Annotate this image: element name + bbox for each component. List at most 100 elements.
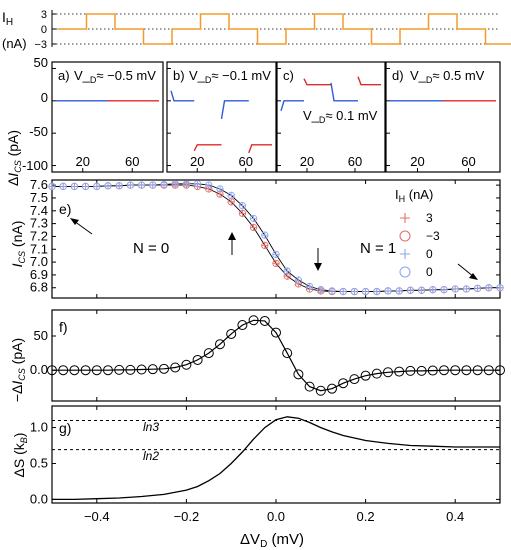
data-point-plus bbox=[250, 224, 257, 231]
data-point-plus bbox=[384, 287, 392, 295]
data-point bbox=[114, 364, 125, 375]
inset-ytick-label: 0 bbox=[41, 90, 48, 105]
data-point-plus bbox=[48, 183, 56, 190]
inset-vd-label-part: D bbox=[426, 75, 433, 85]
inset-vd-label-part: ≈ −0.1 mV bbox=[211, 68, 271, 83]
ytick-label: 7.6 bbox=[30, 177, 48, 192]
data-point bbox=[47, 365, 57, 376]
data-point bbox=[136, 364, 147, 375]
ytick-label: 7.2 bbox=[30, 228, 48, 243]
data-point bbox=[147, 364, 158, 375]
heater-waveform bbox=[58, 13, 511, 45]
state-label-n1: N = 1 bbox=[360, 240, 396, 257]
xtick-label: −0.4 bbox=[84, 509, 110, 524]
panel-e-label: e) bbox=[59, 201, 71, 217]
data-point-plus bbox=[272, 251, 280, 258]
data-point-plus bbox=[485, 284, 492, 291]
heater-ylabel: IH bbox=[2, 9, 13, 28]
data-point bbox=[80, 365, 91, 376]
inset-frame bbox=[51, 61, 164, 173]
data-point-plus bbox=[205, 181, 212, 189]
data-point bbox=[315, 385, 326, 396]
data-point-plus bbox=[82, 183, 89, 190]
data-point bbox=[203, 348, 214, 359]
data-point-plus bbox=[261, 231, 268, 239]
inset-vd-label-part: ≈ −0.5 mV bbox=[96, 68, 156, 83]
data-point-plus bbox=[362, 288, 369, 295]
panel-g-ylabel: ΔS (kB) bbox=[11, 433, 29, 478]
data-point-plus bbox=[183, 180, 190, 188]
data-point bbox=[237, 320, 248, 331]
data-point-plus bbox=[272, 260, 280, 267]
data-point-plus bbox=[194, 180, 201, 188]
data-point bbox=[394, 366, 405, 377]
data-point bbox=[338, 378, 349, 389]
inset-vd-label-part: D bbox=[90, 75, 97, 85]
panel-g-label: g) bbox=[59, 420, 71, 436]
ln3-label: ln3 bbox=[143, 420, 159, 434]
xtick-label: 0.4 bbox=[446, 509, 464, 524]
data-point bbox=[304, 381, 315, 392]
data-point-plus bbox=[127, 181, 134, 189]
data-point bbox=[349, 374, 360, 385]
legend-marker-circle bbox=[399, 230, 411, 242]
legend-label: 0 bbox=[426, 265, 433, 279]
data-point bbox=[405, 365, 416, 376]
inset-xtick-label: 20 bbox=[300, 154, 314, 169]
panel-e: ICS (nA) 7.67.57.47.37.27.17.06.96.8 e) … bbox=[9, 177, 504, 299]
ytick-label: 6.8 bbox=[30, 280, 48, 295]
x-axis-label: ΔVD (mV) bbox=[240, 531, 304, 550]
inset-frame bbox=[385, 61, 501, 173]
xtick-label: 0.0 bbox=[267, 509, 285, 524]
data-point-plus bbox=[71, 183, 78, 190]
data-point bbox=[103, 365, 113, 376]
legend-label: 3 bbox=[426, 211, 433, 225]
inset-panel-label: b) bbox=[173, 68, 185, 83]
inset-vd-label-part: D bbox=[205, 75, 212, 85]
inset-xtick-label: 60 bbox=[461, 154, 475, 169]
inset-vd-label: V_D≈ 0.5 mV bbox=[410, 68, 485, 85]
data-point bbox=[181, 359, 192, 370]
data-point bbox=[360, 370, 371, 381]
data-point bbox=[383, 367, 393, 378]
ytick-label: 0.0 bbox=[30, 362, 48, 377]
data-point bbox=[495, 365, 505, 376]
ytick-label: 6.9 bbox=[30, 267, 48, 282]
inset-vd-label-part: ≈ 0.1 mV bbox=[325, 108, 377, 123]
data-point-plus bbox=[396, 287, 403, 295]
data-point-plus bbox=[138, 181, 145, 189]
xtick-label: −0.2 bbox=[174, 509, 200, 524]
inset-ytick-label: -100 bbox=[22, 158, 48, 173]
data-point bbox=[439, 365, 449, 376]
data-point-plus bbox=[60, 183, 67, 190]
data-point-plus bbox=[104, 182, 112, 189]
data-point-plus bbox=[440, 286, 448, 293]
data-point-plus bbox=[261, 242, 268, 249]
inset-vd-label-part: ≈ 0.5 mV bbox=[432, 68, 484, 83]
inset-xtick-label: 60 bbox=[239, 154, 253, 169]
data-point-plus bbox=[463, 285, 470, 293]
inset-vd-label-part: V_ bbox=[74, 68, 91, 83]
data-point-plus bbox=[160, 181, 168, 188]
ytick-label: 1.0 bbox=[30, 420, 48, 435]
panel-f: −ΔICS (pA) 50 0.0 f) bbox=[9, 309, 505, 402]
ytick-label: 50 bbox=[34, 328, 48, 343]
data-point-plus bbox=[239, 210, 246, 217]
ytick-label: 7.5 bbox=[30, 190, 48, 205]
data-point bbox=[192, 354, 203, 365]
inset-trace-blue bbox=[170, 90, 249, 119]
inset-vd-label: V_D≈ 0.1 mV bbox=[303, 108, 378, 125]
data-point-plus bbox=[418, 287, 425, 294]
data-point bbox=[427, 365, 438, 376]
data-point bbox=[271, 327, 281, 338]
inset-ytick-label: 50 bbox=[34, 55, 48, 70]
ytick-label: 7.4 bbox=[30, 203, 48, 218]
data-point bbox=[472, 365, 483, 376]
inset-vd-label: V_D≈ −0.1 mV bbox=[189, 68, 271, 85]
legend-marker-plus bbox=[400, 213, 410, 223]
data-point-plus bbox=[295, 276, 302, 284]
annotation-arrows bbox=[70, 218, 478, 280]
data-point-plus bbox=[228, 198, 235, 206]
data-point bbox=[416, 365, 427, 376]
